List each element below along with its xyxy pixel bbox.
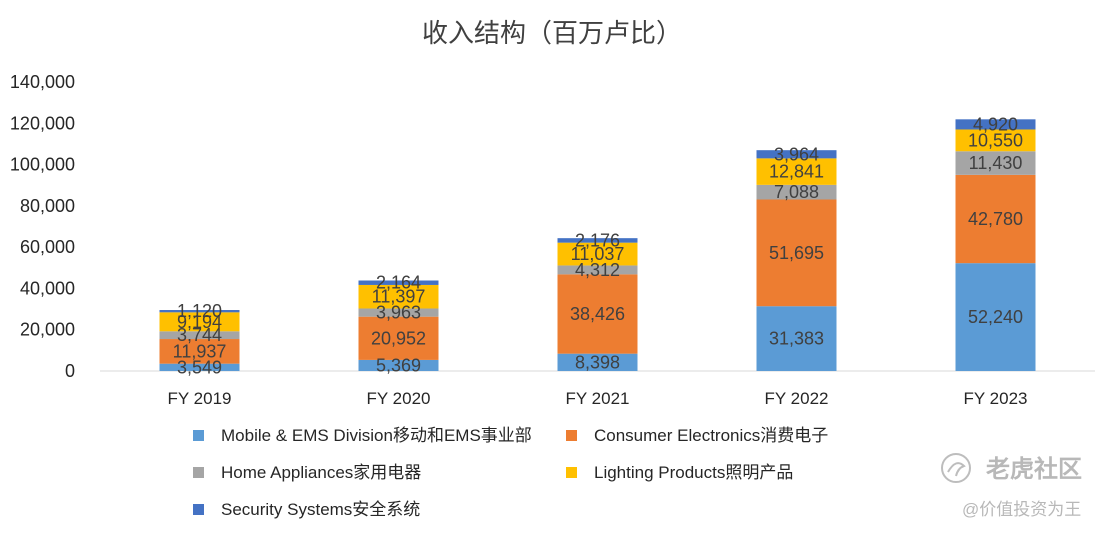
data-label: 3,744 [177,325,222,345]
bar-segment [557,238,638,243]
data-label: 7,088 [774,182,819,202]
data-label: 52,240 [968,307,1023,327]
bar-segment [358,308,439,317]
bar-segment [358,359,439,371]
data-label: 4,312 [575,260,620,280]
data-label: 3,963 [376,303,421,323]
chart-title: 收入结构（百万卢比） [422,18,682,48]
watermark-brand: 老虎社区 [986,455,1082,483]
data-label: 8,398 [575,352,620,372]
bar-segment [557,274,638,354]
bar-segment [955,263,1036,371]
bar-segment [756,150,837,159]
bar-segment [557,353,638,371]
bars [159,119,1036,371]
x-tick-label: FY 2023 [964,389,1028,408]
data-label: 10,550 [968,130,1023,150]
bar-segment [756,184,837,200]
bar-segment [159,312,240,332]
y-tick-label: 80,000 [20,196,75,216]
legend-swatch [566,430,577,441]
y-axis-tick-labels: 0 20,000 40,000 60,000 80,000 100,000 120,000 1… [10,72,75,381]
y-tick-label: 120,000 [10,113,75,133]
bar-segment [756,158,837,185]
legend-swatch [566,467,577,478]
tiger-logo-icon [941,453,971,483]
tiger-logo-stroke [947,462,966,477]
legend-label: Home Appliances家用电器 [221,463,421,482]
bar-segment [955,151,1036,175]
bar-segment [159,310,240,313]
bar-segment [159,331,240,340]
bar-segment [358,280,439,285]
legend: Mobile & EMS Division移动和EMS事业部 Consumer E… [193,426,828,519]
bar-segment [358,316,439,360]
bar-segment [159,339,240,364]
data-label: 12,841 [769,162,824,182]
bar-segment [955,129,1036,152]
data-label: 20,952 [371,328,426,348]
legend-label: Security Systems安全系统 [221,500,420,519]
legend-swatch [193,430,204,441]
data-label: 11,430 [969,153,1023,173]
data-label: 2,164 [376,273,421,293]
x-axis-tick-labels: FY 2019 FY 2020 FY 2021 FY 2022 FY 2023 [168,389,1028,408]
legend-swatch [193,467,204,478]
y-tick-label: 0 [65,361,75,381]
data-label: 11,397 [372,287,426,307]
data-label: 9,194 [177,312,222,332]
data-label: 2,176 [575,230,620,250]
data-label: 11,937 [173,341,227,361]
data-label: 11,037 [571,244,625,264]
x-tick-label: FY 2020 [367,389,431,408]
data-label: 1,120 [177,301,222,321]
data-label: 42,780 [968,209,1023,229]
data-label: 3,549 [177,357,222,377]
bar-segment [159,363,240,371]
data-label: 4,920 [973,114,1018,134]
legend-swatch [193,504,204,515]
y-tick-label: 60,000 [20,237,75,257]
y-tick-label: 100,000 [10,155,75,175]
data-label: 38,426 [570,304,625,324]
x-tick-label: FY 2022 [765,389,829,408]
watermark-handle: @价值投资为王 [962,500,1081,519]
y-tick-label: 20,000 [20,320,75,340]
bar-segment [756,199,837,307]
y-tick-label: 40,000 [20,278,75,298]
x-tick-label: FY 2021 [566,389,630,408]
bar-segment [557,242,638,266]
watermark: 老虎社区 @价值投资为王 [941,453,1082,519]
legend-label: Mobile & EMS Division移动和EMS事业部 [221,426,532,445]
bar-segment [557,265,638,275]
y-tick-label: 140,000 [10,72,75,92]
data-label: 5,369 [376,355,421,375]
bar-segment [358,284,439,309]
data-label: 31,383 [769,329,824,349]
bar-segment [955,174,1036,264]
x-tick-label: FY 2019 [168,389,232,408]
legend-label: Consumer Electronics消费电子 [594,426,828,445]
legend-label: Lighting Products照明产品 [594,463,793,482]
data-label: 51,695 [769,243,824,263]
data-label: 3,964 [774,144,819,164]
bar-segment [756,306,837,371]
bar-segment [955,119,1036,130]
